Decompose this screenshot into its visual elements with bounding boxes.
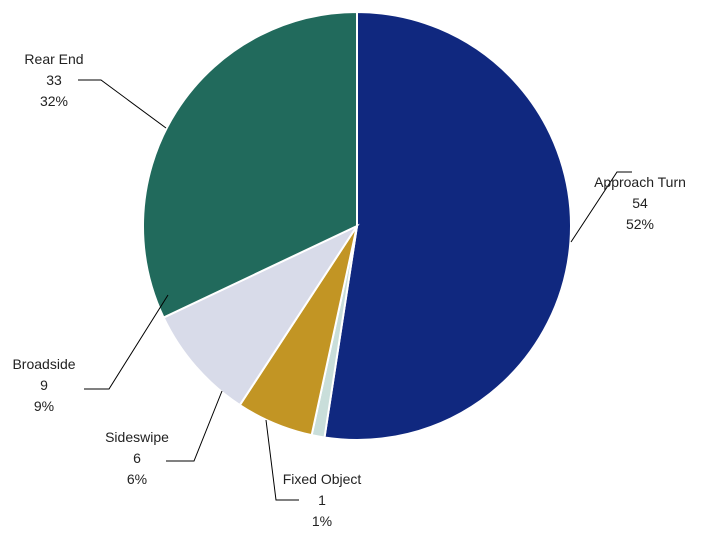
label-sideswipe-percent: 6% [127,471,147,487]
label-sideswipe-value: 6 [133,450,141,466]
pie-slices [142,10,572,441]
leader-line-fixed-object [265,419,299,501]
label-broadside-name: Broadside [12,356,75,372]
label-fixed-object-percent: 1% [312,513,332,529]
label-broadside-percent: 9% [34,398,54,414]
leader-line-broadside [84,294,169,390]
slice-approach-turn [323,10,572,441]
leader-line-approach-turn [570,171,632,243]
label-rear-end-name: Rear End [24,51,83,67]
leader-line-rear-end [78,79,167,129]
label-approach-turn-percent: 52% [626,216,654,232]
slice-rear-end [142,10,358,319]
label-approach-turn-value: 54 [632,195,648,211]
leader-lines [78,79,632,501]
label-broadside: Broadside 9 9% [12,356,75,414]
label-fixed-object-name: Fixed Object [283,471,362,487]
leader-line-sideswipe [166,390,223,462]
label-broadside-value: 9 [40,377,48,393]
label-approach-turn: Approach Turn 54 52% [594,174,686,232]
label-rear-end-percent: 32% [40,93,68,109]
label-fixed-object: Fixed Object 1 1% [283,471,362,529]
slice-broadside [162,223,360,407]
label-sideswipe-name: Sideswipe [105,429,169,445]
label-fixed-object-value: 1 [318,492,326,508]
label-sideswipe: Sideswipe 6 6% [105,429,169,487]
label-rear-end: Rear End 33 32% [24,51,83,109]
label-rear-end-value: 33 [46,72,62,88]
label-approach-turn-name: Approach Turn [594,174,686,190]
